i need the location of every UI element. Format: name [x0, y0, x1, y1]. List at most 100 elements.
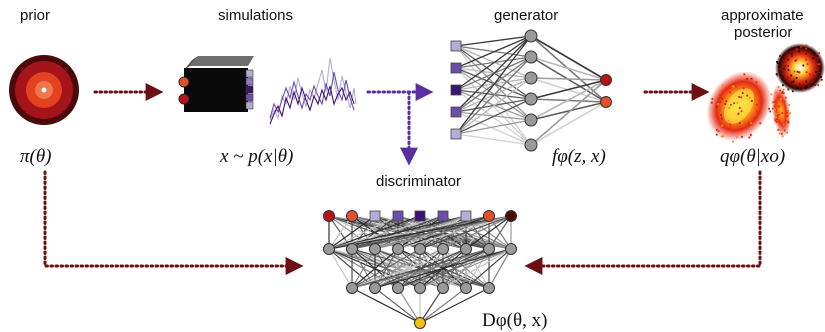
posterior-sample-dot	[805, 44, 808, 47]
generator-hidden-node	[524, 92, 538, 106]
posterior-sample-dot	[805, 85, 808, 88]
posterior-sample-dot	[818, 63, 821, 66]
discriminator-edge	[351, 248, 512, 289]
posterior-sample-dot	[777, 105, 780, 108]
posterior-sample-dot	[782, 92, 785, 94]
posterior-sample-dot	[778, 96, 780, 99]
posterior-sample-dot	[781, 135, 784, 138]
posterior-sample-dot	[757, 82, 759, 85]
posterior-sample-dot	[783, 129, 786, 132]
posterior-sample-dot	[778, 111, 781, 114]
discriminator-hidden-node	[392, 282, 404, 294]
posterior-sample-dot	[805, 47, 808, 50]
posterior-sample-dot	[724, 103, 727, 105]
posterior-sample-dot	[739, 122, 741, 124]
generator-edge	[455, 35, 532, 135]
posterior-sample-dot	[750, 100, 753, 102]
posterior-sample-dot	[755, 103, 758, 106]
posterior-sample-dot	[819, 71, 821, 74]
discriminator-input-node	[505, 210, 517, 222]
posterior-sample-dot	[789, 112, 791, 115]
posterior-sample-dot	[776, 62, 779, 64]
posterior-sample-dot	[732, 85, 734, 87]
posterior-sample-dot	[729, 126, 732, 129]
simulations-to-generator-arrow	[366, 83, 434, 166]
generator-edge	[455, 133, 532, 146]
posterior-sample-dot	[802, 87, 805, 90]
posterior-sample-dot	[775, 121, 778, 124]
generator-label: generator	[494, 7, 558, 24]
discriminator-edge	[328, 215, 421, 250]
discriminator-hidden-node	[392, 243, 404, 255]
posterior-sample-dot	[730, 103, 732, 106]
posterior-sample-dot	[787, 69, 790, 71]
posterior-sample-dot	[802, 89, 805, 92]
generator-edge	[530, 79, 607, 146]
posterior-sample-dot	[741, 128, 743, 130]
posterior-sample-dot	[725, 100, 728, 103]
discriminator-edge	[465, 248, 512, 289]
generator-math: fφ(z, x)	[552, 146, 606, 167]
discriminator-edge	[488, 248, 512, 289]
posterior-sample-dot	[785, 111, 788, 114]
posterior-sample-dot	[792, 80, 795, 83]
posterior-sample-dot	[779, 89, 782, 92]
discriminator-edge	[397, 248, 512, 289]
generator-hidden-node	[524, 71, 538, 85]
posterior-sample-dot	[787, 88, 790, 91]
generator-edge	[455, 119, 532, 135]
posterior-sample-dot	[787, 65, 789, 67]
posterior-sample-dot	[806, 63, 809, 66]
posterior-sample-dot	[781, 90, 784, 93]
posterior-sample-dot	[785, 73, 788, 76]
posterior-sample-dot	[759, 122, 762, 125]
posterior-sample-dot	[737, 112, 740, 115]
posterior-sample-dot	[802, 64, 805, 67]
discriminator-hidden-node	[414, 282, 426, 294]
discriminator-edge	[419, 248, 512, 289]
posterior-sample-dot	[741, 135, 743, 138]
discriminator-output-node	[414, 317, 426, 329]
discriminator-edge	[328, 215, 353, 250]
posterior-sample-dot	[795, 58, 798, 61]
simulated-timeseries-icon	[269, 57, 357, 125]
posterior-sample-dot	[782, 123, 785, 126]
posterior-sample-dot	[727, 119, 730, 122]
discriminator-input-node	[392, 210, 404, 222]
posterior-sample-dot	[774, 119, 776, 122]
posterior-sample-dot	[797, 82, 800, 85]
posterior-sample-dot	[820, 76, 822, 78]
discriminator-hidden-node	[323, 243, 335, 255]
posterior-sample-dot	[741, 122, 743, 125]
posterior-sample-dot	[753, 117, 755, 119]
posterior-sample-dot	[736, 101, 739, 104]
posterior-sample-dot	[776, 61, 778, 63]
posterior-sample-dot	[783, 100, 786, 103]
posterior-sample-dot	[779, 68, 781, 71]
discriminator-edge	[328, 215, 490, 250]
posterior-sample-dot	[785, 122, 788, 125]
posterior-sample-dot	[721, 117, 723, 120]
posterior-sample-dot	[734, 85, 737, 88]
posterior-sample-dot	[785, 78, 788, 81]
posterior-sample-dot	[780, 103, 782, 106]
posterior-sample-dot	[777, 129, 780, 131]
discriminator-input-node	[346, 210, 358, 222]
generator-edge	[530, 79, 607, 121]
discriminator-edge	[419, 287, 467, 324]
posterior-sample-dot	[773, 105, 776, 107]
posterior-sample-dot	[729, 91, 731, 94]
posterior-sample-dot	[750, 134, 752, 137]
posterior-sample-dot	[750, 77, 753, 80]
posterior-sample-dot	[782, 73, 784, 75]
discriminator-edge	[351, 215, 512, 250]
generator-hidden-node	[524, 138, 538, 152]
discriminator-edge	[397, 215, 512, 250]
posterior-sample-dot	[786, 118, 789, 121]
posterior-sample-dot	[733, 102, 735, 105]
discriminator-hidden-node	[483, 282, 495, 294]
posterior-sample-dot	[776, 113, 779, 115]
discriminator-edge	[328, 215, 376, 250]
posterior-sample-dot	[795, 77, 798, 79]
posterior-sample-dot	[716, 128, 718, 131]
